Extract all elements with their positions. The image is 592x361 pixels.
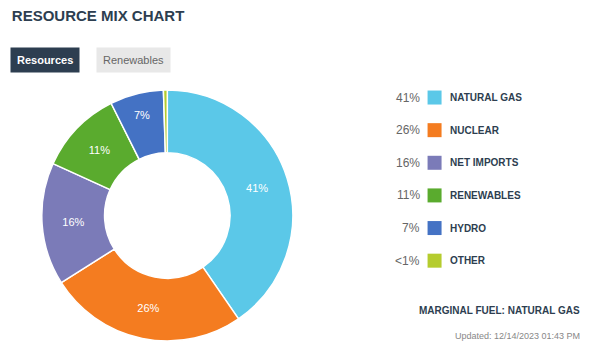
svg-text:Resources: Resources (17, 54, 73, 66)
svg-text:41%: 41% (246, 182, 268, 194)
svg-text:11%: 11% (397, 188, 420, 202)
svg-text:16%: 16% (396, 156, 420, 170)
svg-text:Updated: 12/14/2023 01:43 PM: Updated: 12/14/2023 01:43 PM (455, 331, 580, 341)
svg-text:26%: 26% (137, 302, 159, 314)
svg-text:RENEWABLES: RENEWABLES (450, 190, 521, 201)
svg-text:7%: 7% (402, 221, 420, 235)
svg-text:7%: 7% (134, 109, 150, 121)
svg-text:16%: 16% (62, 216, 84, 228)
svg-text:HYDRO: HYDRO (450, 223, 486, 234)
svg-text:26%: 26% (396, 123, 420, 137)
svg-text:RESOURCE MIX CHART: RESOURCE MIX CHART (12, 7, 185, 24)
svg-text:Renewables: Renewables (103, 54, 164, 66)
svg-text:NATURAL GAS: NATURAL GAS (450, 92, 522, 103)
svg-text:<1%: <1% (395, 254, 420, 268)
svg-text:OTHER: OTHER (450, 255, 486, 266)
svg-text:11%: 11% (89, 144, 110, 156)
svg-text:NET IMPORTS: NET IMPORTS (450, 157, 519, 168)
svg-text:MARGINAL FUEL: NATURAL GAS: MARGINAL FUEL: NATURAL GAS (419, 305, 580, 316)
svg-text:NUCLEAR: NUCLEAR (450, 125, 500, 136)
svg-text:41%: 41% (396, 91, 420, 105)
